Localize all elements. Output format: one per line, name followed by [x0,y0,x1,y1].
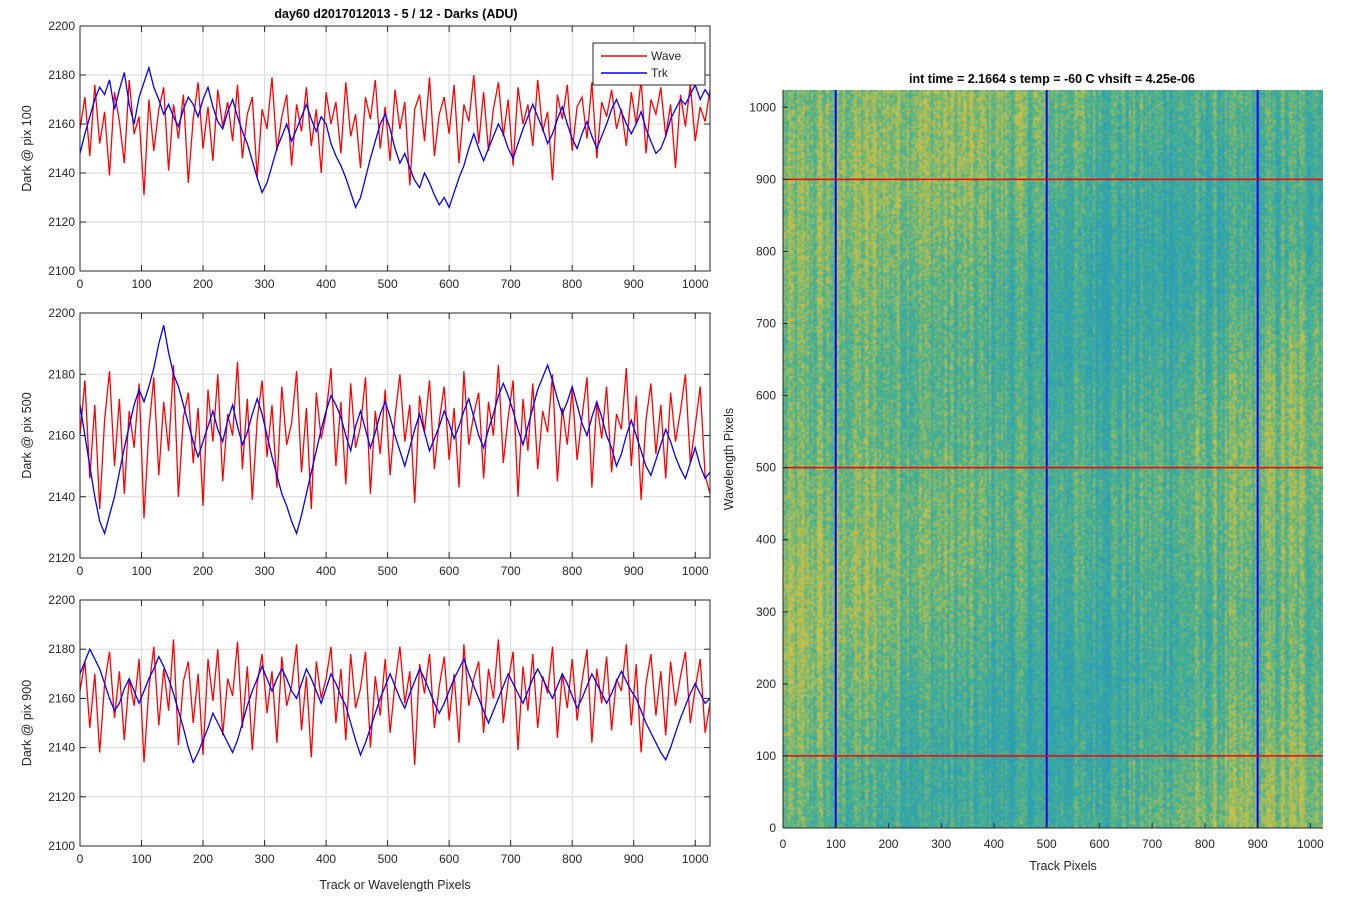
y-axis-label: Dark @ pix 900 [20,680,34,766]
x-tick-label: 900 [624,852,644,866]
y-tick-label: 2120 [48,790,75,804]
y-tick-label: 2100 [48,839,75,853]
x-tick-label: 800 [562,564,582,578]
x-tick-label: 700 [1142,837,1162,851]
series-line-trk [80,647,710,765]
x-tick-label: 600 [439,852,459,866]
heatmap-title: int time = 2.1664 s temp = -60 C vhsift … [909,72,1195,86]
x-tick-label: 400 [316,564,336,578]
y-tick-label: 2140 [48,490,75,504]
x-tick-label: 200 [193,564,213,578]
y-tick-label: 500 [756,461,776,475]
x-tick-label: 0 [780,837,787,851]
y-tick-label: 100 [756,749,776,763]
x-tick-label: 700 [501,564,521,578]
x-tick-label: 200 [193,852,213,866]
y-tick-label: 2180 [48,642,75,656]
x-tick-label: 300 [255,852,275,866]
y-tick-label: 0 [769,821,776,835]
y-tick-label: 600 [756,389,776,403]
line-plot-pix900: 0 100 200 300 400 500 600 700 800 900 1000 2100 2120… [20,593,711,892]
dark-frame-heatmap: int time = 2.1664 s temp = -60 C vhsift … [722,72,1324,873]
y-tick-label: 2180 [48,367,75,381]
y-axis-label: Dark @ pix 100 [20,105,34,191]
x-tick-label: 400 [316,852,336,866]
y-tick-label: 900 [756,172,776,186]
y-tick-label: 2120 [48,215,75,229]
x-tick-label: 1000 [682,852,709,866]
x-tick-label: 0 [77,564,84,578]
x-tick-label: 500 [378,564,398,578]
legend-box [592,42,706,86]
y-tick-label: 400 [756,533,776,547]
x-tick-label: 300 [255,277,275,291]
y-tick-label: 2100 [48,264,75,278]
x-tick-label: 1000 [1297,837,1324,851]
x-tick-label: 500 [378,852,398,866]
legend-label-trk: Trk [651,66,669,80]
line-plot-pix100: 0 100 200 300 400 500 600 700 800 900 1000 2100 2120… [20,19,711,291]
x-tick-label: 100 [132,564,152,578]
x-tick-label: 0 [77,277,84,291]
y-axis-label: Dark @ pix 500 [20,392,34,478]
x-tick-label: 800 [1195,837,1215,851]
x-tick-label: 800 [562,852,582,866]
y-axis-label: Wavelength Pixels [722,408,736,510]
heatmap-image [783,90,1323,828]
x-tick-label: 100 [132,277,152,291]
x-tick-label: 700 [501,277,521,291]
y-tick-label: 700 [756,317,776,331]
x-tick-label: 300 [931,837,951,851]
y-tick-label: 2200 [48,19,75,33]
x-tick-label: 0 [77,852,84,866]
x-tick-label: 200 [878,837,898,851]
x-tick-label: 300 [255,564,275,578]
x-tick-label: 600 [439,277,459,291]
series-line-wave [80,639,710,765]
x-tick-label: 400 [984,837,1004,851]
x-tick-label: 600 [439,564,459,578]
x-tick-label: 600 [1089,837,1109,851]
x-tick-label: 400 [316,277,336,291]
y-tick-label: 2160 [48,429,75,443]
x-tick-label: 900 [624,277,644,291]
y-tick-label: 800 [756,244,776,258]
x-tick-label: 100 [132,852,152,866]
series-line-wave [80,74,710,196]
x-tick-label: 1000 [682,564,709,578]
legend-label-wave: Wave [651,49,682,63]
plot-area [80,600,710,846]
y-tick-label: 200 [756,677,776,691]
series-line-trk [80,325,710,536]
figure-title: day60 d2017012013 - 5 / 12 - Darks (ADU) [274,7,517,21]
x-tick-label: 900 [624,564,644,578]
y-tick-label: 2180 [48,68,75,82]
y-tick-label: 2140 [48,741,75,755]
x-tick-label: 700 [501,852,521,866]
y-tick-label: 2140 [48,166,75,180]
x-tick-label: 500 [378,277,398,291]
x-tick-label: 800 [562,277,582,291]
series-line-trk [80,65,710,209]
axes-box [79,599,711,847]
y-tick-label: 2200 [48,306,75,320]
y-tick-label: 2160 [48,691,75,705]
x-tick-label: 100 [826,837,846,851]
x-axis-label: Track or Wavelength Pixels [319,878,470,892]
x-tick-label: 900 [1248,837,1268,851]
x-tick-label: 200 [193,277,213,291]
y-tick-label: 2120 [48,551,75,565]
x-tick-label: 1000 [682,277,709,291]
x-tick-label: 500 [1037,837,1057,851]
y-tick-label: 1000 [749,100,776,114]
y-tick-label: 300 [756,605,776,619]
axes-box [79,25,711,272]
line-plot-pix500: 0 100 200 300 400 500 600 700 800 900 1000 2120 2140… [20,306,711,578]
y-tick-label: 2200 [48,593,75,607]
x-axis-label: Track Pixels [1029,859,1097,873]
y-tick-label: 2160 [48,117,75,131]
